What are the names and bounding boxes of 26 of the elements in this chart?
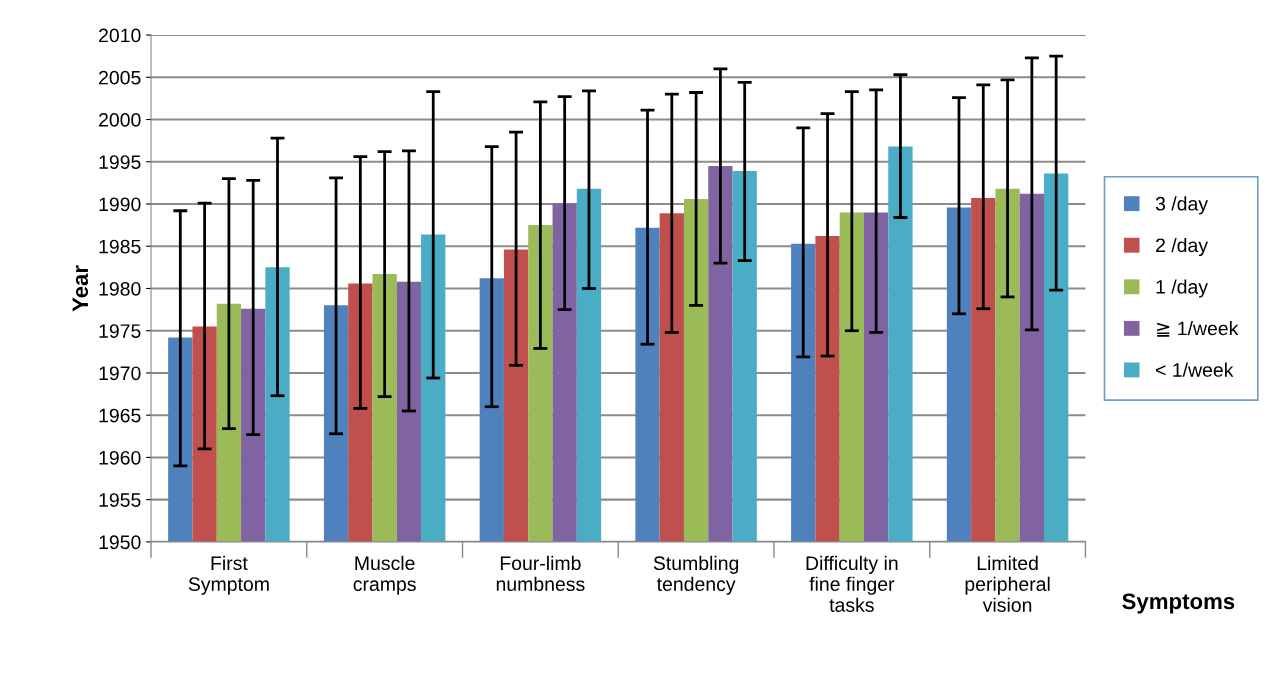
legend-label: < 1/week xyxy=(1156,362,1234,377)
y-tick-label: 1965 xyxy=(99,408,141,423)
y-tick-label: 1995 xyxy=(99,155,141,169)
y-tick-label: 1950 xyxy=(99,535,141,550)
y-axis-title: Year xyxy=(72,265,89,312)
y-tick-label: 1975 xyxy=(99,324,141,338)
legend-label: ≧ 1/week xyxy=(1157,321,1239,337)
y-tick-label: 1980 xyxy=(99,281,141,296)
x-tick-label: First Symptom xyxy=(188,555,269,595)
y-tick-label: 1955 xyxy=(99,493,141,507)
x-tick-label: Muscle cramps xyxy=(353,555,416,595)
y-tick-label: 2005 xyxy=(99,70,141,85)
y-tick-label: 1960 xyxy=(99,450,141,465)
y-tick-label: 2010 xyxy=(99,28,141,43)
x-tick-label: Difficulty in fine finger tasks xyxy=(806,555,898,612)
y-tick-label: 1970 xyxy=(99,366,141,381)
x-tick-label: Limited peripheral vision xyxy=(965,555,1050,612)
x-tick-label: Four-limb numbness xyxy=(496,555,585,592)
y-tick-label: 1990 xyxy=(99,197,141,212)
legend-label: 2 /day xyxy=(1156,237,1208,257)
x-tick-label: Stumbling tendency xyxy=(653,555,739,595)
x-axis-title: Symptoms xyxy=(1122,593,1235,614)
legend-label: 3 /day xyxy=(1155,196,1208,215)
legend-label: 1 /day xyxy=(1156,279,1208,298)
y-tick-label: 2000 xyxy=(99,112,141,127)
y-tick-label: 1985 xyxy=(99,239,141,254)
